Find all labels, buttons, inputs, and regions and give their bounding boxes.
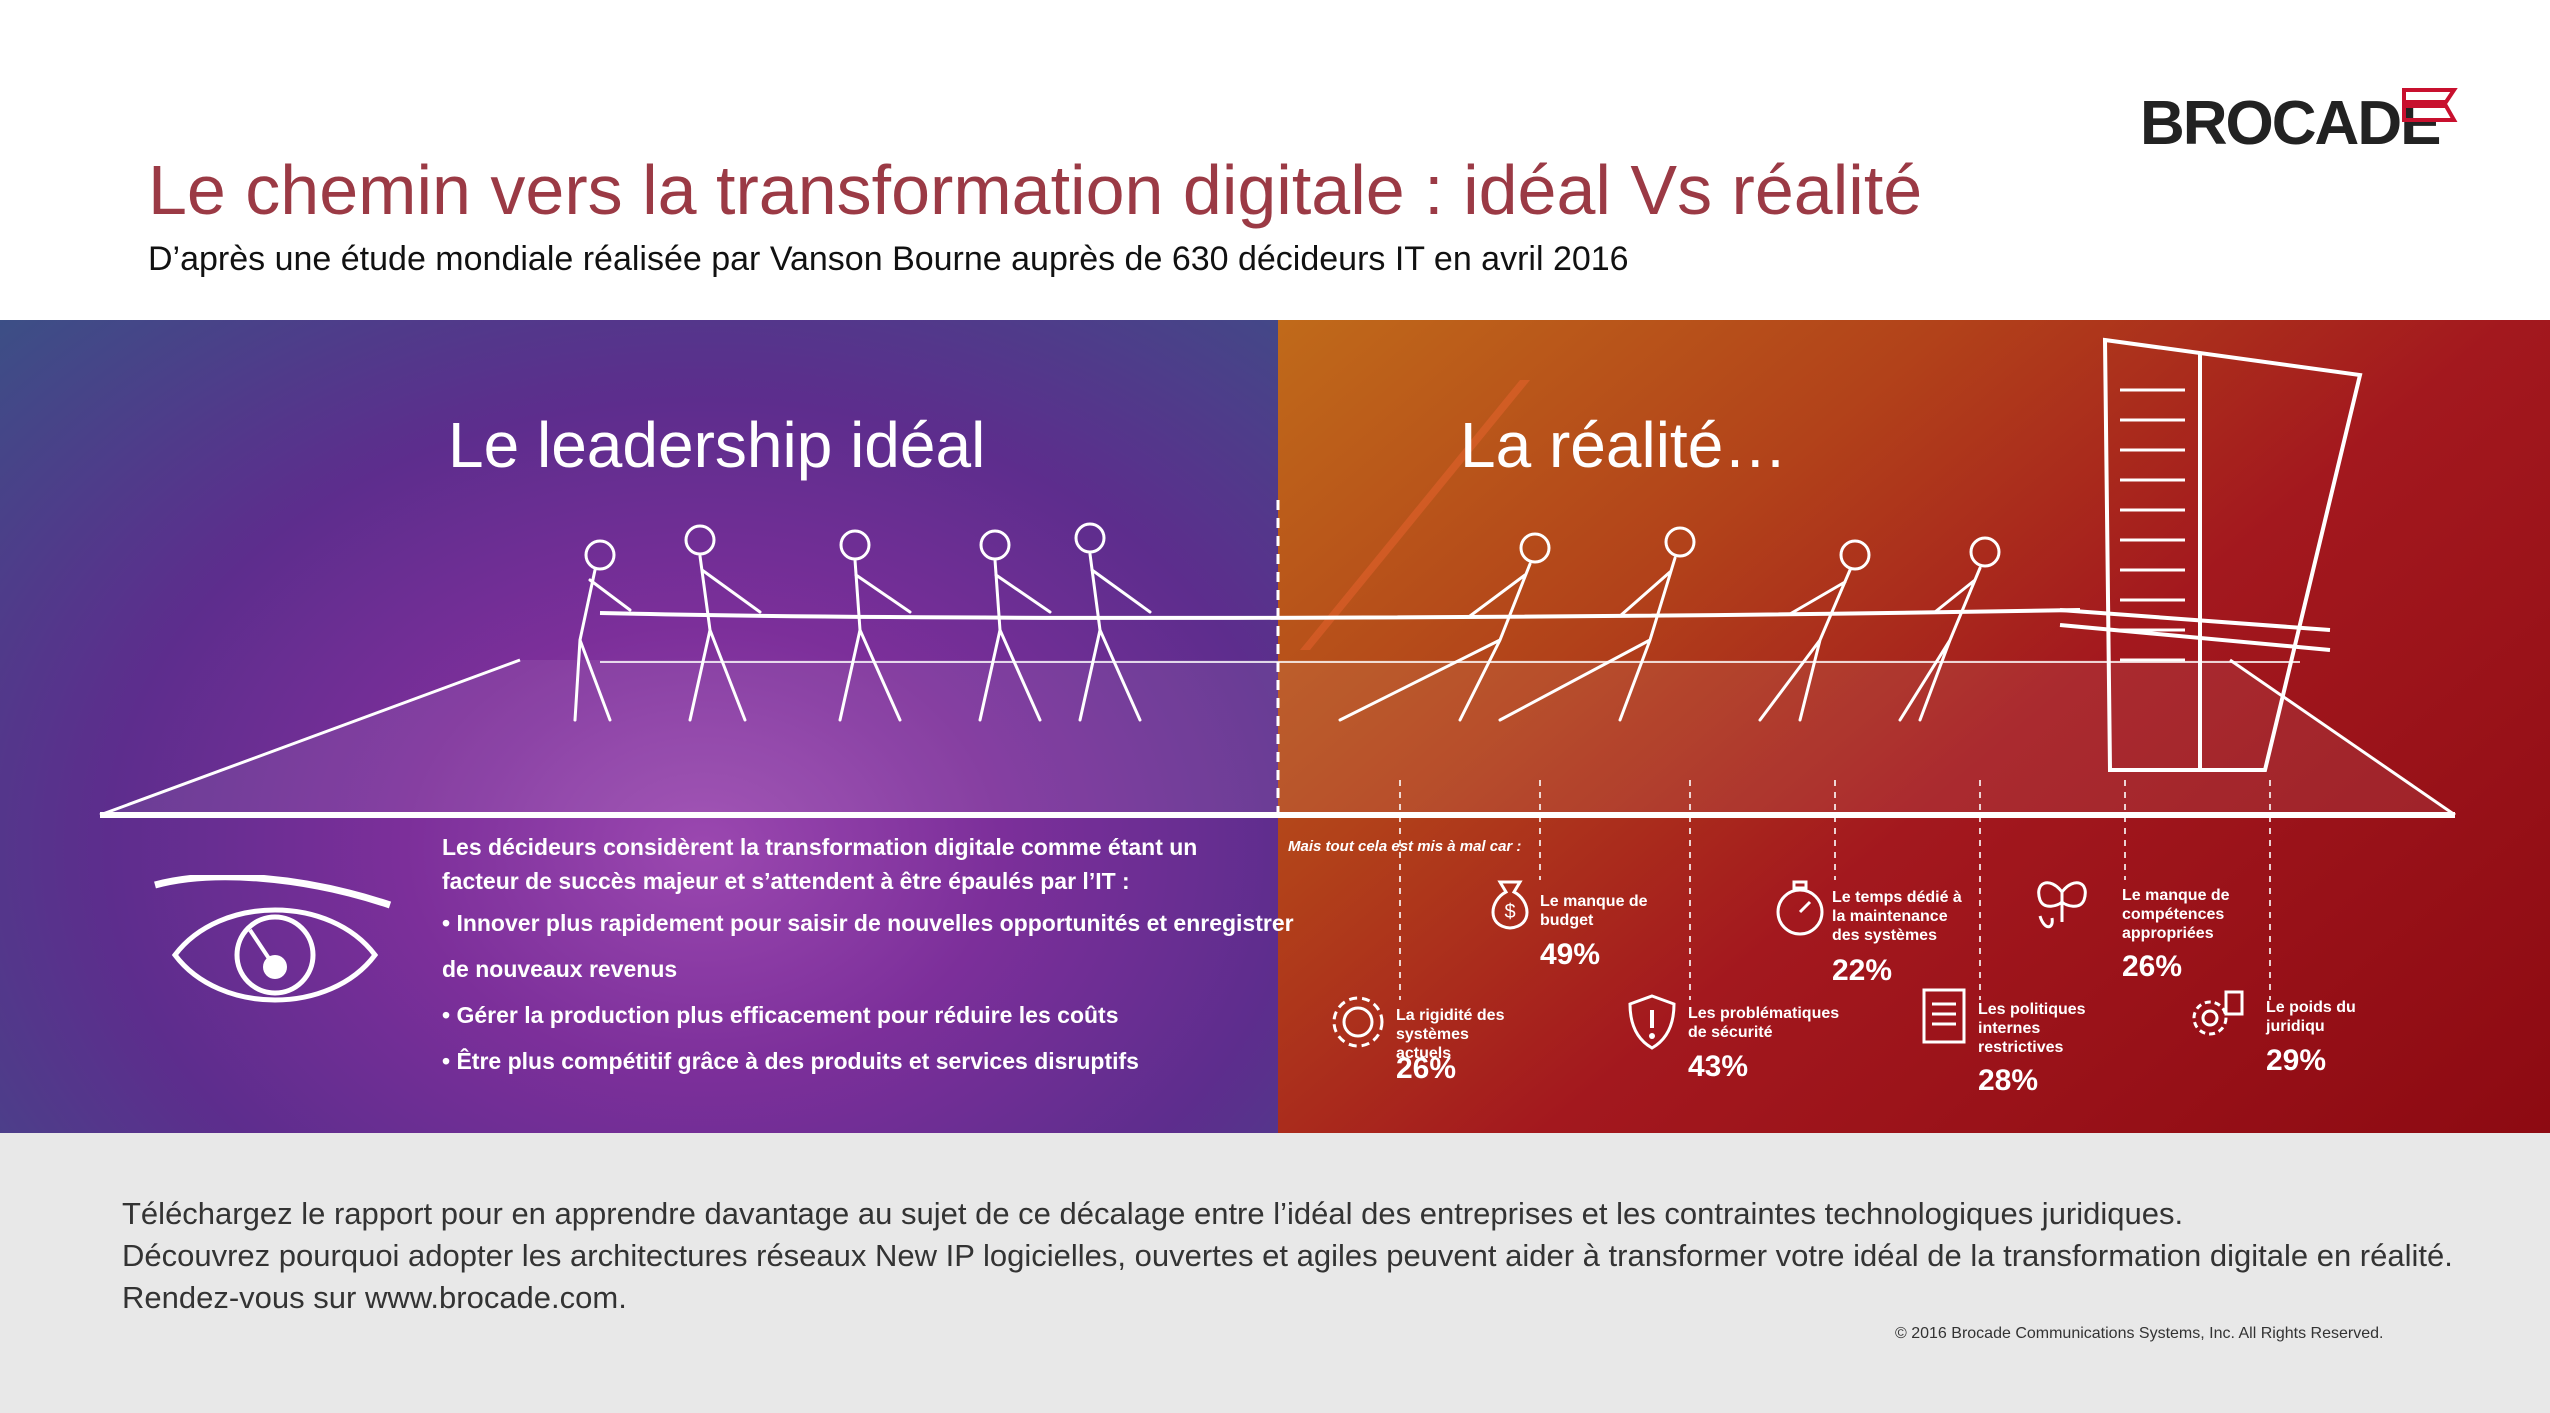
stat-value-rigidity: 26% [1396,1052,1457,1085]
tug-of-war-illustration [99,337,2456,1000]
stat-label-security: Les problématiques de sécurité [1688,1005,1840,1041]
brocade-wings-icon [2402,88,2458,122]
rope [599,608,2081,620]
ideal-heading: Le leadership idéal [448,409,986,481]
person-figure [1898,536,2001,722]
stat-value-legal: 29% [2266,1044,2327,1077]
stat-value-skills: 26% [2122,950,2183,983]
stat-label-maintenance: Le temps dédié à la maintenance des syst… [1832,889,1962,944]
footer-text-line: Rendez-vous sur www.brocade.com. [122,1280,627,1315]
person-figure [978,529,1052,722]
ideal-bullet: • Être plus compétitif grâce à des produ… [442,1048,1139,1074]
page-subtitle: D’après une étude mondiale réalisée par … [148,240,1629,278]
ideal-bullet: • Innover plus rapidement pour saisir de… [442,910,1294,936]
stat-value-security: 43% [1688,1050,1749,1083]
stat-label-rigidity: La rigidité des systèmes actuels [1396,1007,1505,1062]
reality-panel [1278,320,2550,1133]
money-bag-icon: $ [1491,880,1529,930]
eye-icon [154,875,392,1003]
shield-icon [1628,994,1676,1050]
butterfly-icon [2037,881,2087,929]
stat-value-budget: 49% [1540,938,1601,971]
stat-value-policies: 28% [1978,1064,2039,1097]
person-figure [573,539,632,722]
ideal-bullet-continued: de nouveaux revenus [442,956,678,982]
page-title: Le chemin vers la transformation digital… [148,151,1923,229]
brand-logo-text: BROCADE [2140,89,2441,158]
gear-icon [1332,996,1384,1048]
server-rack [2059,337,2363,772]
person-figure [1338,532,1551,722]
gears-icon [2192,990,2244,1036]
ideal-intro-text: Les décideurs considèrent la transformat… [442,834,1198,894]
footer [0,1133,2550,1413]
person-figure [838,529,912,722]
reality-heading: La réalité… [1460,409,1788,481]
stat-label-legal: Le poids du juridiqu [2266,999,2356,1035]
copyright-text: © 2016 Brocade Communications Systems, I… [1895,1325,2384,1342]
stat-value-maintenance: 22% [1832,954,1893,987]
illustration-band: Le leadership idéal La réalité… [0,320,2550,1133]
reality-lead-text: Mais tout cela est mis à mal car : [1288,838,1522,855]
stat-label-budget: Le manque de budget [1540,893,1648,929]
stat-label-skills: Le manque de compétences appropriées [2122,887,2230,942]
stopwatch-icon [1776,880,1824,936]
person-figure [1758,539,1871,722]
person-figure [1498,526,1696,722]
footer-text-line: Découvrez pourquoi adopter les architect… [122,1238,2453,1273]
footer-text-line: Téléchargez le rapport pour en apprendre… [122,1196,2184,1231]
ideal-bullet: • Gérer la production plus efficacement … [442,1002,1119,1028]
person-figure [684,524,762,722]
svg-text:$: $ [1504,901,1515,923]
ideal-panel [0,320,1278,1133]
document-icon [1922,988,1966,1044]
stat-label-policies: Les politiques internes restrictives [1978,1001,2086,1056]
person-figure [1074,522,1152,722]
